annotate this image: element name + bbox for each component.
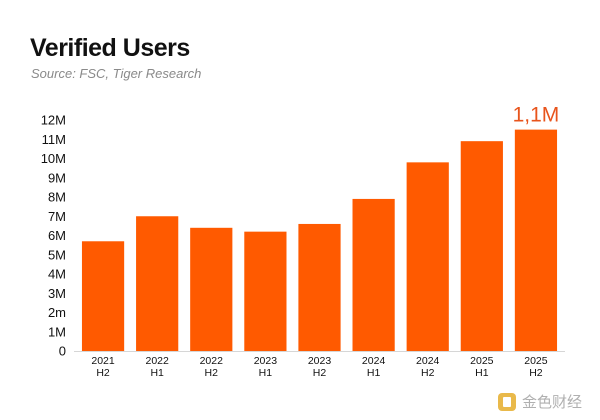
bar: [244, 231, 287, 351]
watermark-text: 金色财经: [521, 394, 582, 411]
y-tick-label: 6M: [48, 228, 66, 243]
bar-annotation-label: 1,1M: [513, 104, 560, 127]
y-tick-label: 9M: [48, 170, 66, 185]
watermark: 金色财经: [497, 391, 582, 412]
y-tick-label: 10M: [41, 151, 66, 166]
x-tick-label: H1: [367, 367, 381, 379]
y-tick-label: 4M: [48, 267, 66, 282]
bar: [514, 129, 558, 351]
x-tick-label: H2: [313, 367, 327, 379]
x-tick-label: 2024: [416, 355, 440, 367]
x-tick-label: H2: [205, 367, 219, 379]
y-tick-label: 0: [59, 344, 66, 359]
bar: [406, 162, 449, 351]
x-tick-label: H2: [529, 367, 543, 379]
x-tick-label: 2025: [524, 355, 548, 367]
y-tick-label: 7M: [48, 209, 66, 224]
bar: [460, 141, 503, 351]
x-tick-label: 2024: [362, 355, 386, 367]
x-tick-label: 2022: [145, 355, 169, 367]
bar: [352, 198, 395, 351]
x-tick-label: H1: [259, 367, 273, 379]
chart-subtitle: Source: FSC, Tiger Research: [31, 66, 202, 81]
bar: [136, 216, 179, 351]
x-tick-label: 2025: [470, 355, 494, 367]
x-tick-label: H1: [150, 367, 164, 379]
x-tick-label: 2021: [91, 355, 115, 367]
watermark-logo-icon: [497, 392, 516, 411]
bar: [190, 227, 233, 351]
y-tick-label: 5M: [48, 247, 66, 262]
chart-title: Verified Users: [30, 34, 190, 62]
x-tick-label: H1: [475, 367, 489, 379]
x-tick-label: H2: [421, 367, 435, 379]
x-tick-label: H2: [96, 367, 110, 379]
x-tick-label: 2023: [254, 355, 278, 367]
y-tick-label: 2m: [48, 305, 66, 320]
bar: [298, 223, 341, 351]
y-tick-label: 3M: [48, 286, 66, 301]
bar: [81, 241, 125, 351]
y-tick-label: 11M: [42, 132, 66, 147]
y-tick-label: 8M: [48, 190, 66, 205]
x-tick-label: 2022: [200, 355, 224, 367]
y-tick-label: 1M: [48, 324, 66, 339]
x-tick-label: 2023: [308, 355, 332, 367]
y-tick-label: 12M: [41, 113, 66, 128]
